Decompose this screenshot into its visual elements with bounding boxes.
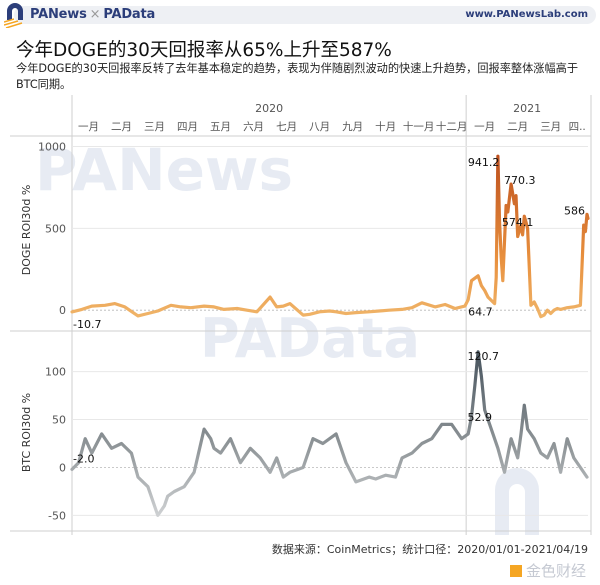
month-label: 七月	[276, 121, 297, 133]
site-url[interactable]: www.PANewsLab.com	[465, 9, 588, 20]
header-bar: PANews × PAData www.PANewsLab.com	[0, 0, 600, 30]
jinse-text: 金色财经	[525, 562, 586, 580]
btc-series	[70, 350, 589, 517]
data-labels: -10.7 64.7 941.2 770.3 574.1 586 -2.0 120.7 52.9	[73, 156, 585, 465]
data-label: 120.7	[467, 350, 499, 363]
btc-ytick: 100	[45, 366, 66, 379]
brand-panews: PANews	[30, 7, 87, 22]
month-label: 八月	[309, 121, 330, 133]
data-label: 574.1	[502, 216, 534, 229]
padata-watermark: PAData	[200, 307, 420, 370]
data-label: 586	[564, 204, 585, 217]
btc-ylabel: BTC ROI30d %	[20, 393, 33, 472]
month-label: 十二月	[436, 120, 468, 133]
brand-separator: ×	[89, 7, 101, 22]
year-label-2021: 2021	[513, 102, 541, 115]
doge-ytick: 1000	[38, 141, 66, 154]
data-label: 941.2	[468, 156, 500, 169]
doge-ylabel: DOGE ROI30d %	[20, 185, 33, 276]
month-label: 四月	[177, 121, 198, 133]
month-label: 二月	[507, 121, 528, 133]
month-label: 一月	[78, 121, 99, 133]
month-label: 一月	[474, 121, 495, 133]
month-label: 三月	[540, 121, 561, 133]
btc-ytick: 50	[52, 414, 66, 427]
panews-logo-icon	[4, 3, 23, 28]
data-label: 64.7	[468, 306, 493, 319]
jinse-logo-icon	[509, 565, 522, 577]
chart-area: PANews PAData 2020 2021 一月 二月 三月 四月 五月 六月 七月 八月 九月十…	[0, 95, 600, 535]
doge-ytick: 500	[45, 222, 66, 235]
month-label: 六月	[243, 121, 264, 133]
jinse-watermark: 金色财经	[509, 560, 586, 581]
doge-line	[70, 154, 590, 319]
month-label: 十月	[375, 120, 396, 133]
data-label: 52.9	[467, 411, 492, 424]
data-label: -2.0	[73, 452, 94, 465]
chart-title: 今年DOGE的30天回报率从65%上升至587%	[16, 40, 392, 61]
doge-ytick: 0	[59, 304, 66, 317]
data-label: -10.7	[73, 318, 101, 331]
month-label: 二月	[111, 121, 132, 133]
watermarks: PANews PAData	[35, 136, 539, 535]
data-label: 770.3	[504, 174, 536, 187]
month-label: 四..	[569, 121, 586, 133]
month-label: 三月	[144, 121, 165, 133]
btc-line	[70, 350, 589, 517]
panews-watermark: PANews	[35, 136, 293, 204]
doge-series	[70, 154, 590, 319]
logo-watermark-icon	[495, 468, 539, 535]
month-label: 五月	[210, 121, 231, 133]
month-label: 九月	[342, 121, 363, 133]
brand-title: PANews × PAData	[30, 7, 155, 22]
roi-chart: PANewsPAData 2020 2021一月 二月 三月 四月 五月 六月 七月 八月 九月十…	[10, 95, 592, 535]
header-pill	[14, 6, 596, 24]
chart-subtitle: 今年DOGE的30天回报率反转了去年基本稳定的趋势，表现为伴随剧烈波动的快速上升…	[16, 62, 579, 91]
btc-ytick: -50	[48, 509, 66, 522]
year-label-2020: 2020	[255, 102, 283, 115]
month-label: 十一月	[403, 120, 435, 133]
brand-padata: PAData	[103, 7, 156, 22]
data-source-note: 数据来源：CoinMetrics；统计口径：2020/01/01-2021/04…	[271, 543, 588, 556]
btc-ytick: 0	[59, 461, 66, 474]
